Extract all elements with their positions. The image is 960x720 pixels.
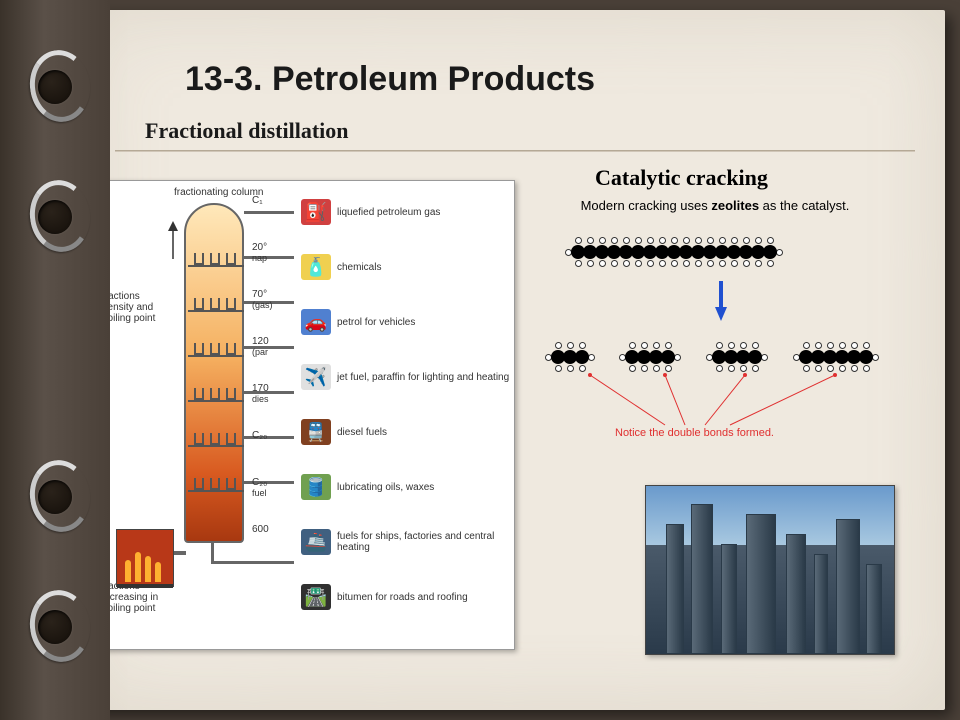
temp-label: C₁ <box>252 195 263 206</box>
temp-label: 600 <box>252 524 269 535</box>
fractionating-column <box>184 203 244 543</box>
refinery-tower <box>691 504 713 654</box>
refinery-tower <box>836 519 860 654</box>
cracking-heading: Catalytic cracking <box>595 165 768 191</box>
hydrocarbon-fragment <box>793 350 879 364</box>
hydrocarbon-fragment <box>619 350 681 364</box>
product-row: 🚆 diesel fuels <box>301 419 511 445</box>
refinery-tower <box>746 514 776 654</box>
product-label: chemicals <box>337 262 381 273</box>
product-icon: ⛽ <box>301 199 331 225</box>
distillation-diagram: fractionating column fractions density a… <box>95 180 515 650</box>
double-bond-caption: Notice the double bonds formed. <box>615 427 774 439</box>
slide-subtitle: Fractional distillation <box>145 118 349 144</box>
product-row: 🧴 chemicals <box>301 254 511 280</box>
cracking-arrow-icon <box>715 307 727 321</box>
product-row: 🚗 petrol for vehicles <box>301 309 511 335</box>
temp-label: 70°(gas) <box>252 289 273 311</box>
temp-label: 170dies <box>252 383 269 405</box>
refinery-photo <box>645 485 895 655</box>
product-label: liquefied petroleum gas <box>337 207 440 218</box>
refinery-tower <box>866 564 882 654</box>
refinery-tower <box>786 534 806 654</box>
product-row: ✈️ jet fuel, paraffin for lighting and he… <box>301 364 511 390</box>
furnace <box>116 529 174 587</box>
column-label: fractionating column <box>174 187 264 198</box>
product-label: lubricating oils, waxes <box>337 482 434 493</box>
temp-label: C₂₀fuel <box>252 477 267 499</box>
cracking-subtext: Modern cracking uses zeolites as the cat… <box>545 198 885 213</box>
product-row: 🚢 fuels for ships, factories and central … <box>301 529 511 555</box>
product-row: 🛢️ lubricating oils, waxes <box>301 474 511 500</box>
temp-label: 120(par <box>252 336 269 358</box>
up-arrow-icon <box>166 221 180 261</box>
temp-label: 20°nap <box>252 242 267 264</box>
product-label: jet fuel, paraffin for lighting and heat… <box>337 372 509 383</box>
product-icon: 🛢️ <box>301 474 331 500</box>
spiral-binder <box>0 0 110 720</box>
refinery-tower <box>721 544 737 654</box>
product-row: ⛽ liquefied petroleum gas <box>301 199 511 225</box>
product-label: petrol for vehicles <box>337 317 415 328</box>
product-icon: ✈️ <box>301 364 331 390</box>
product-row: 🛣️ bitumen for roads and roofing <box>301 584 511 610</box>
product-label: fuels for ships, factories and central h… <box>337 531 511 553</box>
refinery-tower <box>666 524 684 654</box>
cracking-diagram: Notice the double bonds formed. <box>535 225 905 465</box>
product-icon: 🚢 <box>301 529 331 555</box>
product-label: bitumen for roads and roofing <box>337 592 468 603</box>
slide-page: 13-3. Petroleum Products Fractional dist… <box>85 10 945 710</box>
divider <box>115 150 915 152</box>
product-icon: 🚗 <box>301 309 331 335</box>
slide-title: 13-3. Petroleum Products <box>185 60 595 99</box>
product-label: diesel fuels <box>337 427 387 438</box>
temp-label: C₂₀ <box>252 430 267 441</box>
hydrocarbon-fragment <box>706 350 768 364</box>
product-icon: 🧴 <box>301 254 331 280</box>
density-label: fractions density and boiling point <box>102 291 162 324</box>
refinery-tower <box>814 554 828 654</box>
hydrocarbon-fragment <box>545 350 595 364</box>
long-hydrocarbon-chain <box>565 245 783 259</box>
product-icon: 🛣️ <box>301 584 331 610</box>
product-icon: 🚆 <box>301 419 331 445</box>
